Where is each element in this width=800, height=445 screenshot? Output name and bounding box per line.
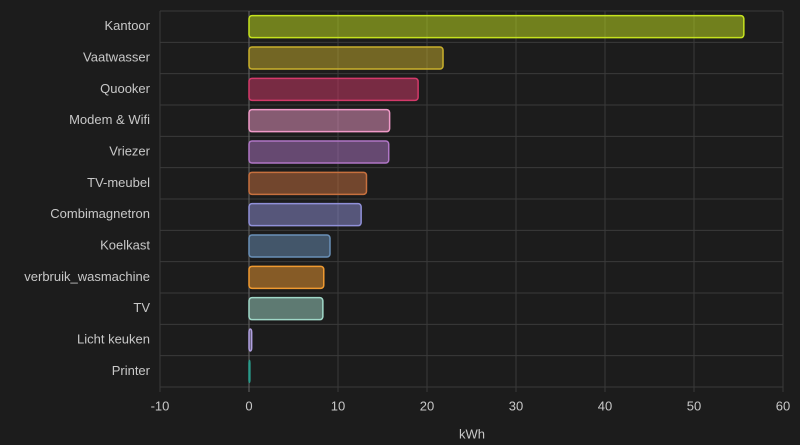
bar [248,202,362,227]
bar [248,359,251,384]
y-tick-label: verbruik_wasmachine [24,269,150,284]
x-tick-label: 40 [598,398,612,413]
y-tick-label: TV [133,300,150,315]
x-axis-title: kWh [459,426,485,441]
y-tick-label: Modem & Wifi [69,112,150,127]
x-tick-label: 30 [509,398,523,413]
bar [248,46,444,70]
bar [248,14,745,39]
x-tick-label: 0 [245,398,252,413]
y-tick-label: Vaatwasser [83,49,151,64]
x-tick-label: 60 [776,398,790,413]
bar [248,328,253,352]
y-tick-label: Vriezer [109,143,150,158]
bar [248,171,368,196]
bar [248,140,390,164]
x-tick-label: -10 [151,398,170,413]
y-tick-label: Kantoor [104,18,150,33]
bar [248,77,419,102]
bar [248,234,331,258]
y-tick-label: Printer [112,363,151,378]
x-tick-label: 50 [687,398,701,413]
bar [248,265,325,290]
x-tick-label: 10 [331,398,345,413]
y-tick-label: Combimagnetron [50,206,150,221]
bar [248,108,391,133]
y-tick-label: Quooker [100,81,151,96]
x-tick-label: 20 [420,398,434,413]
y-tick-label: Licht keuken [77,331,150,346]
y-tick-label: Koelkast [100,237,150,252]
y-tick-label: TV-meubel [87,175,150,190]
bar [248,296,324,321]
